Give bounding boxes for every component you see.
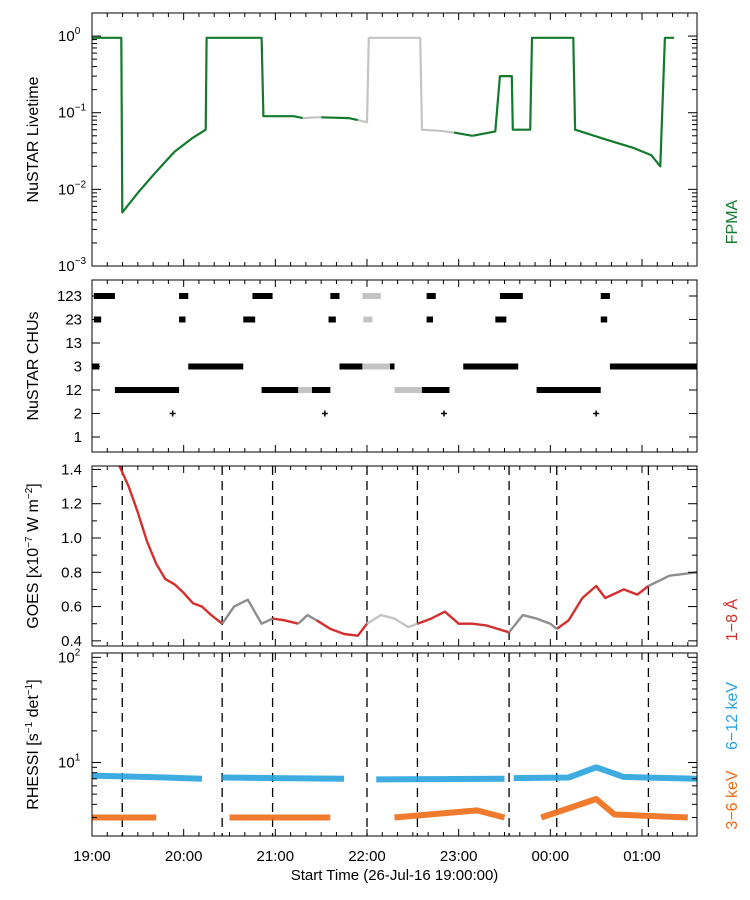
- chu-span-bar: [499, 293, 523, 299]
- data-layer: [91, 36, 698, 821]
- chu-span-bar: [330, 293, 340, 299]
- rhessi-series-band: [394, 807, 506, 821]
- chu-category-label: 2: [74, 406, 82, 423]
- chu-span-bar: [422, 387, 450, 393]
- chu-span-bar: [93, 293, 115, 299]
- y-tick-label: 0.4: [61, 633, 82, 650]
- chu-span-bar: [252, 293, 273, 299]
- y-tick-label: 10−3: [58, 256, 87, 275]
- x-tick-label: 01:00: [623, 848, 661, 865]
- chu-span-bar: [362, 363, 390, 370]
- x-tick-label: 19:00: [73, 848, 111, 865]
- chu-span-bar: [426, 316, 433, 323]
- livetime-series-line: [357, 36, 455, 134]
- y-tick-label: 1.0: [61, 530, 82, 547]
- livetime-y-axis-label: NuSTAR Livetime: [25, 76, 42, 202]
- x-tick-label: 23:00: [440, 848, 478, 865]
- grid-layer: [121, 466, 650, 836]
- chu-span-bar: [114, 387, 180, 393]
- goes-series-line: [508, 613, 558, 634]
- y-tick-label: 0.6: [61, 599, 82, 616]
- rhessi-legend-3-6: 3−6 keV: [724, 770, 741, 829]
- rhessi-series-band: [376, 775, 505, 783]
- panel-frame-goes: [91, 465, 698, 647]
- chu-span-bar: [463, 363, 519, 370]
- chu-span-bar: [298, 387, 312, 393]
- livetime-series-line: [472, 36, 675, 168]
- x-tick-label: 22:00: [348, 848, 386, 865]
- chu-category-label: 23: [65, 312, 82, 329]
- chu-span-bar: [312, 387, 331, 393]
- x-tick-label: 00:00: [532, 848, 570, 865]
- chu-category-label: 123: [57, 288, 82, 305]
- chu-span-bar: [609, 363, 697, 370]
- y-tick-label: 100: [58, 26, 81, 45]
- chu-y-axis-label: NuSTAR CHUs: [25, 311, 42, 420]
- goes-series-line: [272, 617, 299, 625]
- rhessi-series-band: [222, 774, 345, 782]
- chu-span-bar: [363, 316, 373, 323]
- rhessi-series-band: [91, 772, 203, 782]
- goes-series-group: [116, 466, 697, 637]
- goes-series-line: [416, 610, 510, 634]
- goes-y-axis-label: GOES [x10−7 W m−2]: [24, 483, 42, 629]
- rhessi-y-axis-label: RHESSI [s−1 det−1]: [24, 679, 42, 809]
- chu-span-bar: [179, 316, 186, 323]
- goes-series-line: [221, 598, 274, 625]
- goes-series-line: [366, 613, 418, 629]
- chu-span-bar: [188, 363, 244, 370]
- chu-span-bar: [600, 316, 608, 323]
- goes-legend-label: 1−8 Å: [722, 599, 741, 642]
- chu-category-label: 13: [65, 335, 82, 352]
- chu-span-bar: [328, 316, 336, 323]
- rhessi-legend-6-12: 6−12 keV: [724, 682, 741, 750]
- goes-series-line: [556, 584, 650, 630]
- rhessi-series-band: [540, 796, 688, 821]
- chu-span-bar: [495, 316, 507, 323]
- chu-span-bar: [243, 316, 256, 323]
- panel-frame-rhessi: [91, 652, 698, 837]
- chu-span-bar: [600, 293, 610, 299]
- rhessi-series-band: [513, 764, 698, 782]
- chu-category-label: 1: [74, 429, 82, 446]
- chu-category-label: 3: [74, 359, 82, 376]
- chu-category-label: 12: [65, 382, 82, 399]
- livetime-series-line: [302, 116, 322, 120]
- y-tick-label: 10−2: [58, 179, 87, 198]
- text-layer: 19:00 20:00 21:00 22:00 23:00 00:00 01:00 Start…: [24, 26, 741, 884]
- goes-series-line: [647, 571, 697, 588]
- y-tick-label: 101: [58, 753, 81, 772]
- chu-span-bar: [362, 293, 381, 299]
- chu-span-bar: [394, 387, 422, 393]
- y-tick-label: 1.4: [61, 461, 82, 478]
- x-tick-label: 21:00: [257, 848, 295, 865]
- livetime-series-line: [321, 116, 359, 122]
- frame-layer: [91, 12, 698, 837]
- y-tick-label: 102: [58, 647, 81, 666]
- panel-frame-livetime: [91, 12, 698, 267]
- goes-series-line: [315, 619, 368, 637]
- livetime-series-line: [453, 131, 473, 137]
- y-tick-label: 1.2: [61, 496, 82, 513]
- chu-span-bar: [389, 363, 395, 370]
- chu-span-bar: [426, 293, 436, 299]
- goes-series-line: [116, 466, 223, 625]
- y-tick-label: 10−1: [58, 103, 87, 122]
- fpma-legend-label: FPMA: [724, 199, 741, 244]
- chu-span-bar: [339, 363, 363, 370]
- goes-series-line: [297, 613, 318, 625]
- x-axis-label: Start Time (26-Jul-16 19:00:00): [291, 867, 499, 884]
- y-tick-label: 0.8: [61, 564, 82, 581]
- chu-span-bar: [261, 387, 299, 393]
- chu-span-bar: [179, 293, 189, 299]
- x-tick-label: 20:00: [165, 848, 203, 865]
- chu-span-bar: [536, 387, 601, 393]
- livetime-series-line: [92, 36, 304, 214]
